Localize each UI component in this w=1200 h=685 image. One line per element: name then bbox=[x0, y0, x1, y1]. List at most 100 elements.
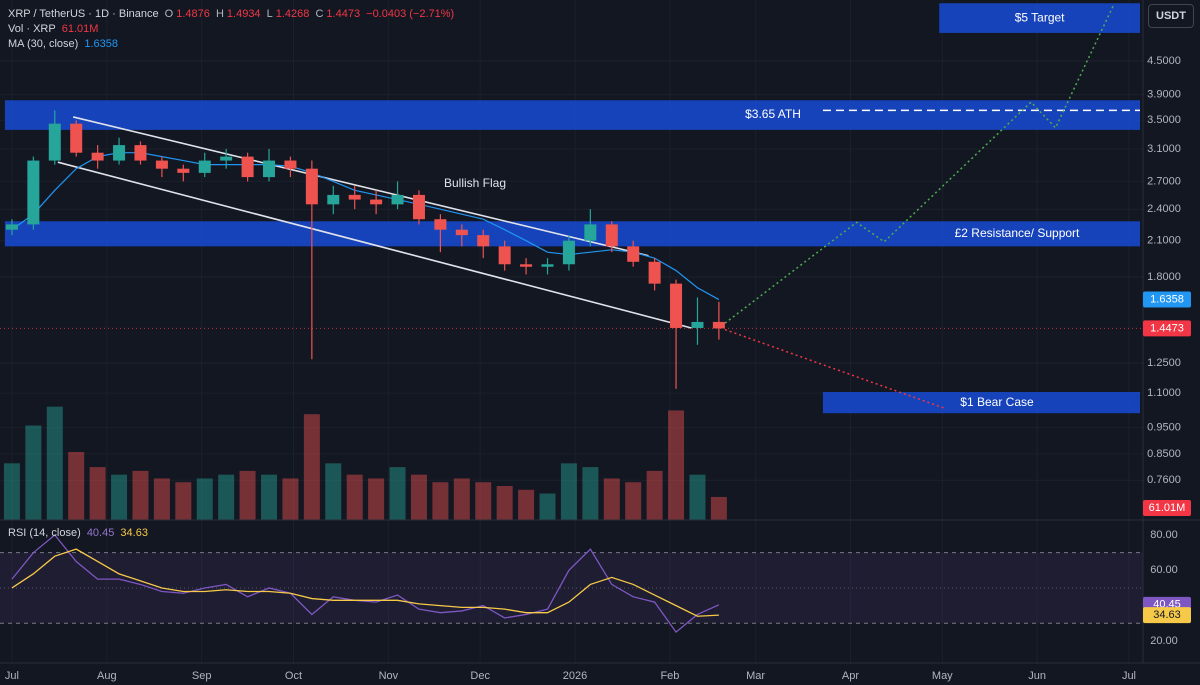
volume-bar bbox=[25, 425, 42, 520]
symbol: XRP / TetherUS · 1D · Binance bbox=[8, 8, 159, 20]
candle-body bbox=[434, 219, 447, 230]
volume-bar bbox=[625, 482, 642, 520]
candle-body bbox=[670, 283, 683, 328]
candle-body bbox=[327, 194, 340, 205]
y-tick-label: 80.00 bbox=[1150, 529, 1178, 541]
candle-body bbox=[113, 145, 126, 161]
y-tick-label: 2.7000 bbox=[1147, 175, 1181, 187]
candle-body bbox=[498, 246, 511, 265]
x-tick-label: Jul bbox=[1122, 670, 1136, 682]
x-tick-label: Dec bbox=[470, 670, 490, 682]
candle-body bbox=[691, 321, 704, 328]
volume-bar bbox=[389, 467, 406, 520]
volume-bar bbox=[46, 406, 63, 520]
volume-bar bbox=[111, 474, 128, 520]
value: 61.01M bbox=[61, 23, 99, 35]
candle-body bbox=[241, 156, 254, 178]
value: 40.45 bbox=[86, 527, 115, 539]
volume-bar bbox=[368, 478, 385, 520]
x-tick-label: 2026 bbox=[563, 670, 587, 682]
y-tick-label: 60.00 bbox=[1150, 564, 1178, 576]
change: −0.0403 (−2.71%) bbox=[366, 8, 455, 20]
volume-bar bbox=[432, 482, 449, 520]
x-tick-label: Feb bbox=[660, 670, 679, 682]
candle-body bbox=[348, 194, 361, 200]
value: 1.4268 bbox=[275, 8, 310, 20]
value: 1.6358 bbox=[84, 38, 119, 50]
volume-bar bbox=[175, 482, 192, 520]
x-tick-label: Jun bbox=[1028, 670, 1046, 682]
volume-bar bbox=[496, 486, 513, 520]
candle-body bbox=[455, 229, 468, 236]
value: 1.4934 bbox=[226, 8, 261, 20]
volume-bar bbox=[582, 467, 599, 520]
y-tick-label: 3.1000 bbox=[1147, 143, 1181, 155]
trend-line bbox=[72, 116, 649, 257]
volume-bar bbox=[153, 478, 170, 520]
price-tag-label: 34.63 bbox=[1153, 609, 1181, 621]
label: L bbox=[266, 8, 273, 20]
rsi-legend: RSI (14, close) 40.45 34.63 bbox=[8, 527, 151, 539]
candle-body bbox=[155, 160, 168, 169]
zone-label: £2 Resistance/ Support bbox=[955, 226, 1080, 240]
volume-bar bbox=[560, 463, 577, 520]
price-tag bbox=[1143, 607, 1191, 624]
label: C bbox=[315, 8, 324, 20]
volume-bar bbox=[89, 467, 106, 520]
y-tick-label: 3.9000 bbox=[1147, 89, 1181, 101]
candle-body bbox=[477, 235, 490, 247]
candle-body bbox=[134, 145, 147, 161]
volume-bar bbox=[239, 470, 256, 520]
price-tag-label: 1.4473 bbox=[1150, 322, 1184, 334]
value: 34.63 bbox=[120, 527, 148, 539]
x-tick-label: Sep bbox=[192, 670, 212, 682]
label: H bbox=[215, 8, 224, 20]
currency-button[interactable]: USDT bbox=[1148, 4, 1194, 28]
candle-body bbox=[712, 321, 725, 329]
candle-body bbox=[370, 199, 383, 205]
candle-body bbox=[412, 194, 425, 220]
candle-body bbox=[27, 160, 40, 225]
candle-body bbox=[70, 123, 83, 153]
volume-bar bbox=[603, 478, 620, 520]
x-tick-label: Aug bbox=[97, 670, 117, 682]
y-tick-label: 3.5000 bbox=[1147, 114, 1181, 126]
y-tick-label: 2.1000 bbox=[1147, 235, 1181, 247]
label: Vol · XRP bbox=[8, 23, 56, 35]
volume-bar bbox=[453, 478, 470, 520]
candle-body bbox=[584, 224, 597, 241]
price-zone bbox=[822, 392, 1140, 414]
candle-body bbox=[284, 160, 297, 169]
rsi-band bbox=[0, 552, 1143, 624]
volume-bar bbox=[475, 482, 492, 520]
price-zone bbox=[939, 3, 1140, 33]
candle-body bbox=[198, 160, 211, 173]
candle-body bbox=[648, 261, 661, 284]
y-tick-label: 1.8000 bbox=[1147, 271, 1181, 283]
volume-bar bbox=[539, 493, 556, 520]
y-tick-label: 20.00 bbox=[1150, 635, 1178, 647]
x-tick-label: May bbox=[932, 670, 953, 682]
trend-line bbox=[57, 161, 692, 329]
volume-bar bbox=[196, 478, 213, 520]
volume-bar bbox=[261, 474, 278, 520]
zone-label: $5 Target bbox=[1015, 10, 1065, 24]
y-tick-label: 0.7600 bbox=[1147, 474, 1181, 486]
candle-body bbox=[263, 160, 276, 178]
label: MA (30, close) bbox=[8, 38, 79, 50]
candle-body bbox=[48, 123, 61, 161]
price-tag-label: 61.01M bbox=[1149, 502, 1186, 514]
y-tick-label: 0.8500 bbox=[1147, 448, 1181, 460]
value: 1.4473 bbox=[326, 8, 361, 20]
x-tick-label: Mar bbox=[746, 670, 765, 682]
volume-bar bbox=[132, 470, 149, 520]
volume-bar bbox=[668, 410, 685, 520]
y-tick-label: 0.9500 bbox=[1147, 422, 1181, 434]
ma-legend: MA (30, close) 1.6358 bbox=[8, 38, 121, 50]
y-tick-label: 2.4000 bbox=[1147, 203, 1181, 215]
x-tick-label: Oct bbox=[285, 670, 302, 682]
candle-body bbox=[541, 264, 554, 267]
